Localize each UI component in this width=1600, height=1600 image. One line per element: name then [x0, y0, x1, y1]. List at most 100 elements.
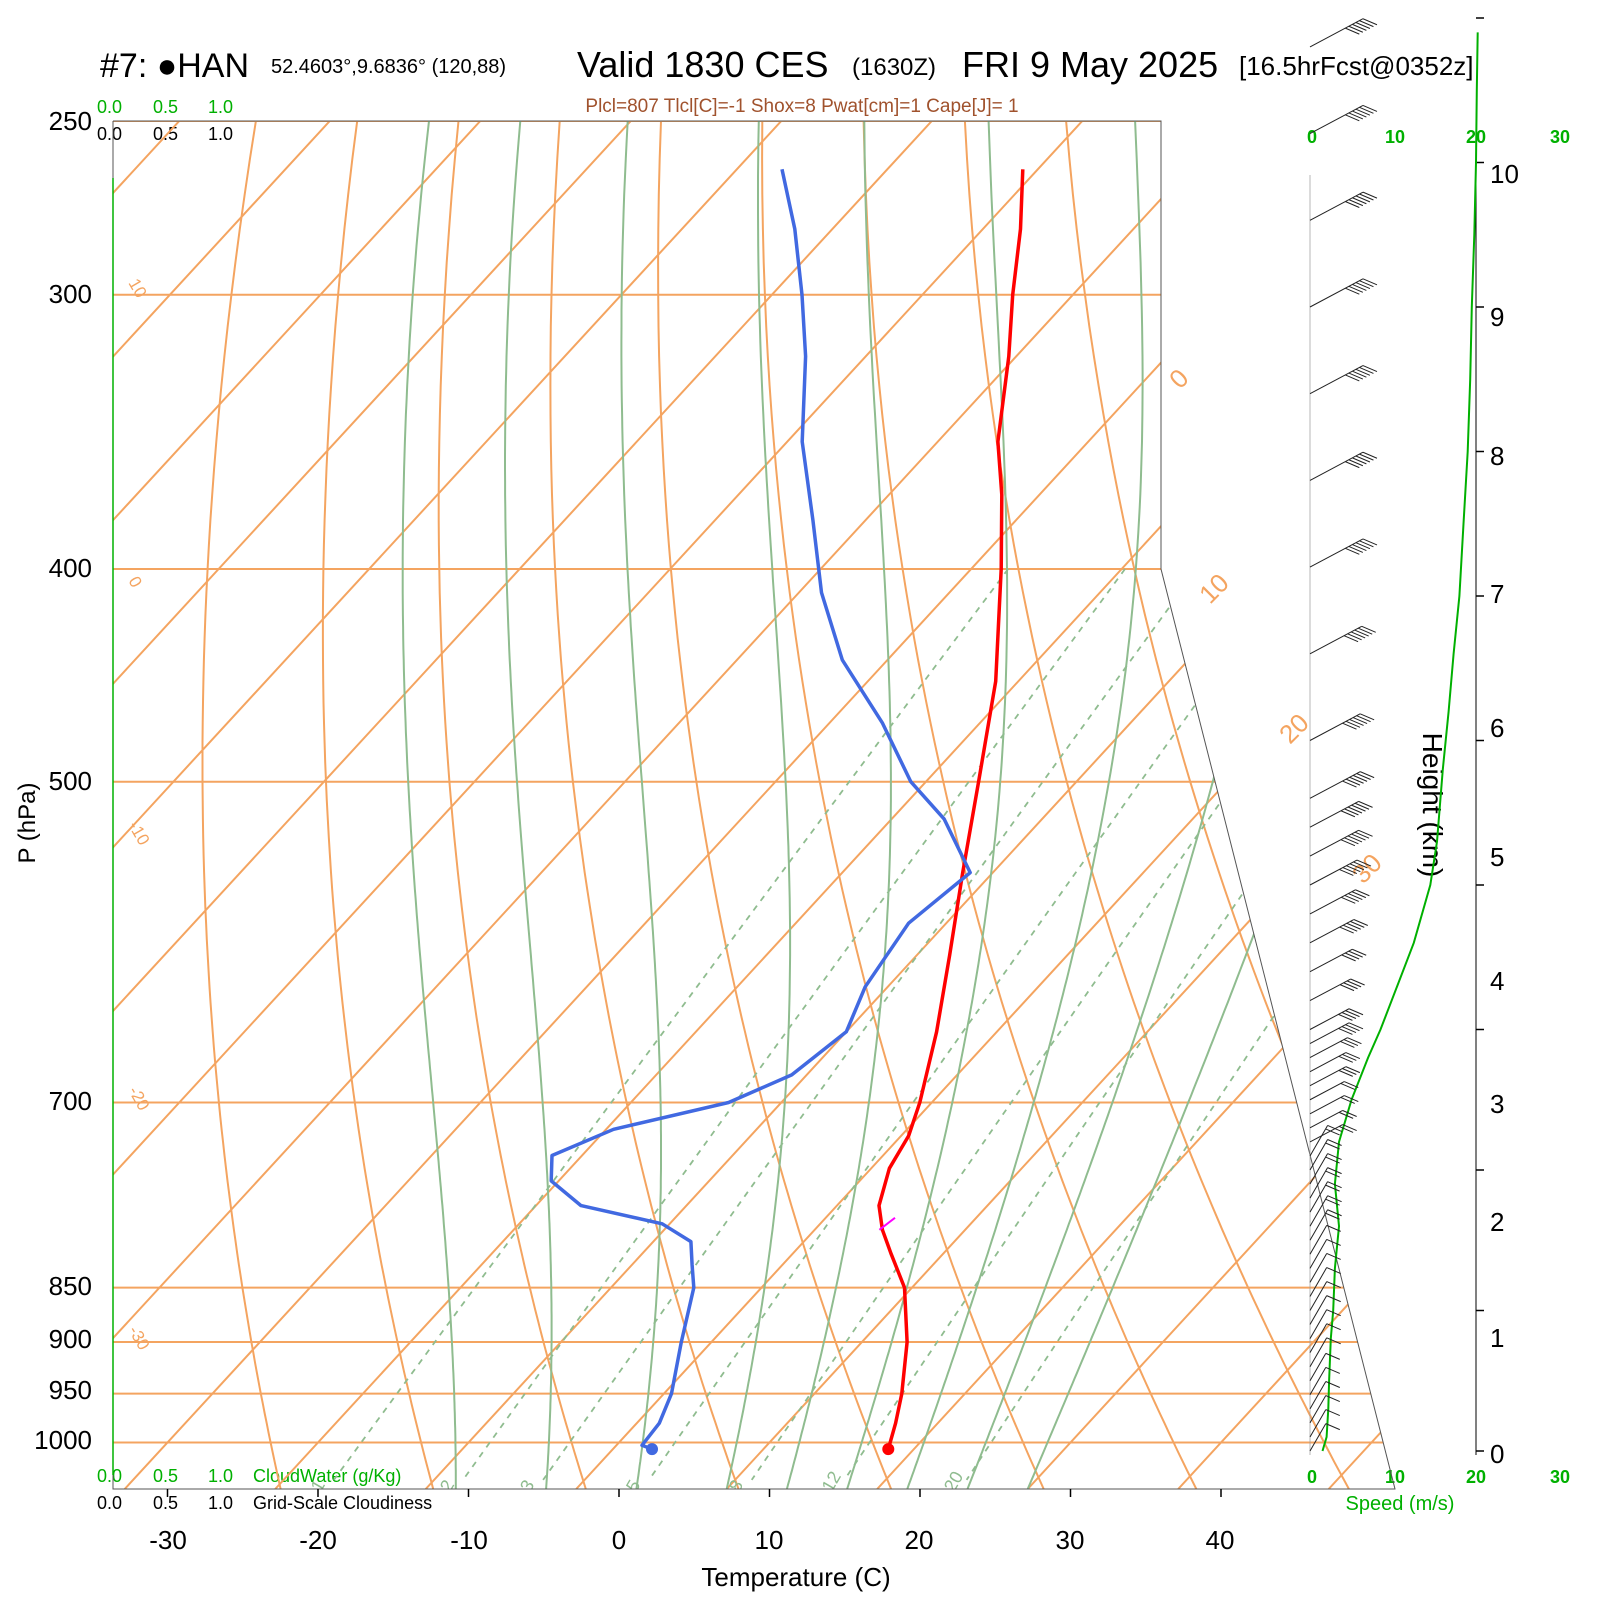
wind-barb-feather [1341, 1026, 1357, 1034]
wind-barb-feather [1348, 112, 1364, 120]
wind-barb-feather [1339, 926, 1354, 934]
wind-barb-staff [1309, 1323, 1328, 1353]
wind-barb-feather [1340, 1082, 1355, 1090]
isotherm-line [1026, 121, 1395, 1489]
wind-barb-staff [1309, 1181, 1329, 1213]
wind-barb-feather [1325, 1198, 1340, 1206]
wind-barb-feather [1341, 896, 1356, 904]
wind-barb-feather [1342, 780, 1357, 788]
wind-barb-feather [1349, 776, 1364, 784]
dry-adiabat-line [862, 121, 1198, 1489]
wind-barb [1309, 1309, 1341, 1339]
wind-barb-feather [1343, 982, 1358, 990]
isotherm-label: 0 [125, 573, 146, 591]
wind-barb-feather [1354, 802, 1370, 810]
wind-barb-feather [1355, 108, 1371, 116]
wind-barb-feather [1355, 22, 1371, 29]
height-tick: 6 [1490, 713, 1504, 743]
cloudwater-tick: 1.0 [208, 97, 233, 117]
dry-adiabat-line [1369, 121, 1395, 1489]
dry-adiabat-line [1065, 121, 1395, 1489]
wind-barb-feather [1355, 889, 1370, 897]
wind-barb-staff [1309, 771, 1361, 799]
wind-barb-staff [1309, 1209, 1329, 1241]
wind-barb [1309, 1366, 1340, 1396]
wind-barb-feather [1346, 865, 1361, 873]
wind-barb [1309, 1008, 1364, 1030]
wind-barb [1309, 1253, 1341, 1283]
wind-barb-staff [1309, 1195, 1329, 1227]
wind-barb-staff [1309, 1337, 1328, 1367]
parcel-marker [878, 1217, 896, 1231]
wind-barb-feather [1348, 372, 1364, 380]
dewpoint-surface-point [646, 1443, 659, 1456]
wind-barb-feather [1346, 980, 1362, 988]
speed-tick: 30 [1550, 1467, 1570, 1487]
wind-barb-feather [1342, 1110, 1357, 1117]
wind-barb [1309, 978, 1365, 1002]
cloudiness-tick: 0.0 [97, 124, 122, 144]
coords-label: 52.4603°,9.6836° (120,88) [271, 56, 506, 78]
wind-barb [1309, 625, 1376, 655]
wind-barb-feather [1348, 199, 1364, 207]
wind-barb-feather [1359, 20, 1374, 28]
wind-barb-staff [1309, 1409, 1327, 1438]
wind-barb [1309, 1267, 1341, 1297]
height-tick: 2 [1490, 1207, 1504, 1237]
wind-barb-feather [1355, 368, 1371, 376]
wind-barb-feather [1339, 984, 1355, 992]
wind-barb-staff [1309, 1423, 1327, 1452]
height-tick: 8 [1490, 441, 1504, 471]
temperature-tick: -10 [450, 1525, 488, 1555]
wind-barb-staff [1309, 1367, 1327, 1396]
isotherm-label: 10 [125, 275, 151, 301]
wind-barb-staff [1309, 1381, 1327, 1410]
wind-barb-feather [1359, 713, 1375, 721]
wind-barb-feather [1339, 868, 1354, 876]
utc-label: (1630Z) [852, 54, 936, 81]
wind-barb-staff [1309, 1052, 1347, 1073]
pressure-tick: 300 [49, 279, 92, 309]
pressure-tick: 250 [49, 106, 92, 136]
moist-adiabat-line [620, 121, 662, 1489]
height-tick: 5 [1490, 842, 1504, 872]
wind-barb [1309, 365, 1378, 395]
moist-adiabat-line [846, 121, 1009, 1489]
pressure-ticks: 250 300 400 500 700 850 900 950 1000 [34, 106, 92, 1455]
dry-adiabat-line [549, 121, 740, 1489]
wind-barb-feather [1352, 544, 1367, 552]
wind-barb-feather [1340, 1097, 1355, 1104]
isotherm-line [123, 121, 1385, 1489]
wind-barb-staff [1309, 451, 1364, 481]
cloudiness-tick: 1.0 [208, 124, 233, 144]
wind-barb-feather [1352, 370, 1367, 378]
wind-barb [1309, 1395, 1340, 1424]
wind-barb-feather [1338, 1111, 1354, 1119]
wind-barb-feather [1326, 1309, 1341, 1317]
wind-barb [1309, 1037, 1362, 1059]
temperature-tick: 40 [1206, 1525, 1235, 1555]
dewpoint-profile-line [549, 168, 972, 1451]
cloudiness-tick: 1.0 [208, 1493, 233, 1513]
wind-barb-feather [1326, 1253, 1341, 1260]
wind-barb-feather [1326, 1224, 1341, 1232]
wind-barb-feather [1350, 978, 1365, 986]
wind-barb [1309, 1224, 1341, 1255]
cloudwater-label: CloudWater (g/Kg) [253, 1466, 401, 1486]
wind-barb-feather [1326, 1337, 1341, 1345]
wind-barb-feather [1347, 835, 1363, 843]
wind-barb-staff [1309, 538, 1364, 568]
dry-adiabat-line [437, 121, 587, 1489]
isotherm-label: -10 [125, 818, 154, 849]
height-axis-title: Height (km) [1417, 733, 1448, 878]
wind-barb-feather [1358, 829, 1373, 837]
wind-barb-feather [1325, 1156, 1340, 1164]
wind-barb [1309, 1323, 1341, 1353]
height-tick: 3 [1490, 1089, 1504, 1119]
wind-barb-feather [1345, 1010, 1360, 1018]
wind-barb-feather [1362, 104, 1378, 112]
wind-barb-feather [1347, 1037, 1362, 1045]
mixing-ratio-label: 5 [622, 1477, 644, 1496]
wind-barb-feather [1325, 1212, 1340, 1220]
wind-barb [1309, 1423, 1340, 1452]
